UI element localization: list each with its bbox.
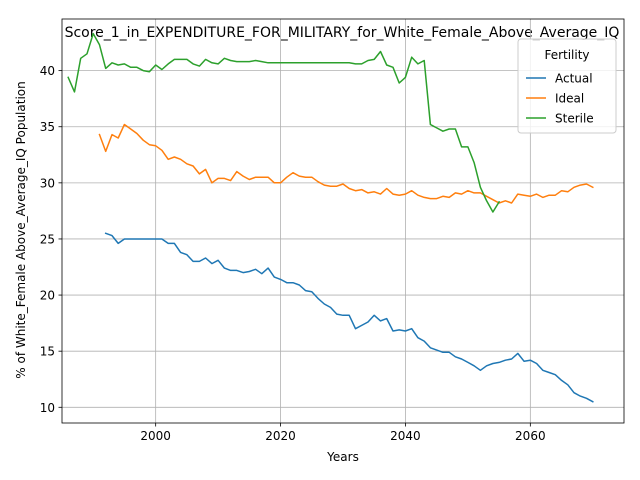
series-line-sterile <box>67 32 501 213</box>
x-tick-label: 2040 <box>390 429 421 443</box>
y-tick-label: 35 <box>40 120 55 134</box>
legend-items: Actual Ideal Sterile <box>526 72 594 126</box>
x-tick-label: 2060 <box>515 429 546 443</box>
x-axis-label: Years <box>326 450 359 464</box>
legend-box <box>517 38 617 134</box>
chart-title: Score_1_in_EXPENDITURE_FOR_MILITARY_for_… <box>65 25 620 41</box>
x-tick-label: 2000 <box>140 429 171 443</box>
legend-label-actual: Actual <box>555 72 593 86</box>
axis-ticks: 2000 2020 2040 2060 10 15 20 25 30 35 40 <box>40 64 546 443</box>
y-tick-label: 25 <box>40 232 55 246</box>
grid <box>62 19 624 423</box>
x-tick-label: 2020 <box>265 429 296 443</box>
y-tick-label: 20 <box>40 289 55 303</box>
legend-title: Fertility <box>544 48 589 62</box>
y-tick-label: 30 <box>40 176 55 190</box>
y-tick-label: 15 <box>40 345 55 359</box>
y-axis-label: % of White_Female Above_Average_IQ Popul… <box>14 81 28 378</box>
series-lines <box>67 32 594 403</box>
y-tick-label: 40 <box>40 64 55 78</box>
legend: Fertility Actual Ideal Sterile <box>517 38 617 134</box>
legend-label-ideal: Ideal <box>555 92 584 106</box>
series-line-ideal <box>98 123 594 204</box>
y-tick-label: 10 <box>40 401 55 415</box>
legend-label-sterile: Sterile <box>555 112 594 126</box>
series-line-actual <box>104 232 594 403</box>
plot-frame <box>61 18 625 424</box>
